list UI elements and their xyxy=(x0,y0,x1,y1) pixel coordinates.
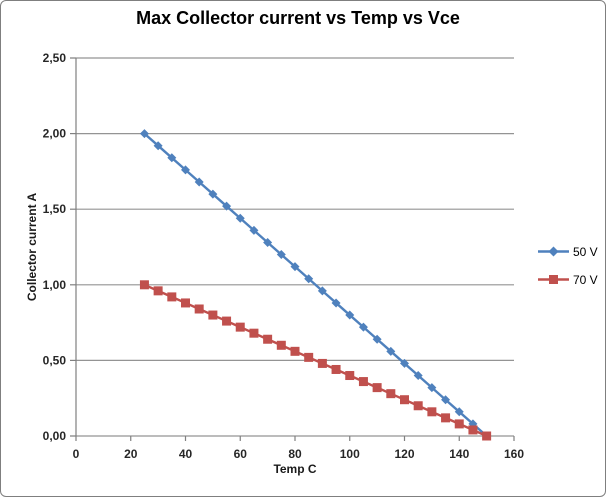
data-point-marker[interactable] xyxy=(441,413,451,423)
x-tick-label: 40 xyxy=(179,447,193,461)
data-point-marker[interactable] xyxy=(386,346,396,356)
data-point-marker[interactable] xyxy=(386,389,396,399)
data-point-marker[interactable] xyxy=(304,274,314,284)
data-point-marker[interactable] xyxy=(276,340,286,350)
data-point-marker[interactable] xyxy=(454,419,464,429)
data-point-marker[interactable] xyxy=(304,352,314,362)
data-point-marker[interactable] xyxy=(181,165,190,175)
data-point-marker[interactable] xyxy=(441,395,451,405)
legend-label-70v: 70 V xyxy=(573,272,598,287)
data-point-marker[interactable] xyxy=(208,310,218,320)
legend-item-70v[interactable]: 70 V xyxy=(537,273,598,286)
data-point-marker[interactable] xyxy=(167,292,177,302)
x-tick-label: 160 xyxy=(504,447,524,461)
legend: 50 V 70 V xyxy=(537,245,598,286)
legend-item-50v[interactable]: 50 V xyxy=(537,245,598,258)
data-point-marker[interactable] xyxy=(427,383,437,393)
data-point-marker[interactable] xyxy=(427,407,437,417)
legend-marker-50v xyxy=(538,246,569,257)
data-point-marker[interactable] xyxy=(290,262,300,272)
legend-marker-70v xyxy=(538,275,569,284)
data-point-marker[interactable] xyxy=(400,395,409,405)
y-tick-label: 2,50 xyxy=(43,51,67,65)
data-point-marker[interactable] xyxy=(235,213,245,223)
data-point-marker[interactable] xyxy=(413,401,423,411)
data-point-marker[interactable] xyxy=(235,322,245,332)
y-tick-label: 0,00 xyxy=(43,429,67,443)
data-point-marker[interactable] xyxy=(249,225,259,235)
x-tick-label: 60 xyxy=(234,447,248,461)
data-point-marker[interactable] xyxy=(153,286,163,296)
data-point-marker[interactable] xyxy=(317,286,327,296)
x-axis-title: Temp C xyxy=(273,462,317,476)
chart-title: Max Collector current vs Temp vs Vce xyxy=(136,8,460,28)
x-tick-label: 140 xyxy=(449,447,469,461)
y-tick-label: 0,50 xyxy=(43,353,67,367)
x-tick-label: 120 xyxy=(394,447,414,461)
x-tick-label: 20 xyxy=(124,447,138,461)
data-point-marker[interactable] xyxy=(263,237,273,247)
legend-label-50v: 50 V xyxy=(573,244,598,259)
data-point-marker[interactable] xyxy=(468,425,478,435)
data-point-marker[interactable] xyxy=(167,153,177,163)
data-point-marker[interactable] xyxy=(400,358,409,368)
data-point-marker[interactable] xyxy=(181,298,190,308)
data-point-marker[interactable] xyxy=(345,371,355,381)
data-point-marker[interactable] xyxy=(317,358,327,368)
x-tick-label: 0 xyxy=(73,447,80,461)
data-point-marker[interactable] xyxy=(372,334,382,344)
y-tick-label: 2,00 xyxy=(43,127,67,141)
data-point-marker[interactable] xyxy=(194,304,204,314)
data-point-marker[interactable] xyxy=(331,298,341,308)
data-point-marker[interactable] xyxy=(358,322,368,332)
data-point-marker[interactable] xyxy=(331,364,341,374)
data-point-marker[interactable] xyxy=(208,189,218,199)
data-point-marker[interactable] xyxy=(222,201,232,211)
data-point-marker[interactable] xyxy=(454,407,464,417)
data-point-marker[interactable] xyxy=(413,371,423,381)
data-point-marker[interactable] xyxy=(345,310,355,320)
y-tick-label: 1,50 xyxy=(43,202,67,216)
x-tick-label: 100 xyxy=(340,447,360,461)
x-tick-label: 80 xyxy=(288,447,302,461)
data-point-marker[interactable] xyxy=(482,431,492,441)
y-axis-title: Collector current A xyxy=(25,192,39,302)
data-point-marker[interactable] xyxy=(139,280,149,290)
data-point-marker[interactable] xyxy=(276,250,286,260)
data-point-marker[interactable] xyxy=(263,334,273,344)
data-point-marker[interactable] xyxy=(358,377,368,387)
y-tick-label: 1,00 xyxy=(43,278,67,292)
data-point-marker[interactable] xyxy=(139,129,149,139)
data-point-marker[interactable] xyxy=(153,141,163,151)
data-point-marker[interactable] xyxy=(372,383,382,393)
data-point-marker[interactable] xyxy=(222,316,232,326)
data-point-marker[interactable] xyxy=(194,177,204,187)
data-point-marker[interactable] xyxy=(290,346,300,356)
data-point-marker[interactable] xyxy=(249,328,259,338)
